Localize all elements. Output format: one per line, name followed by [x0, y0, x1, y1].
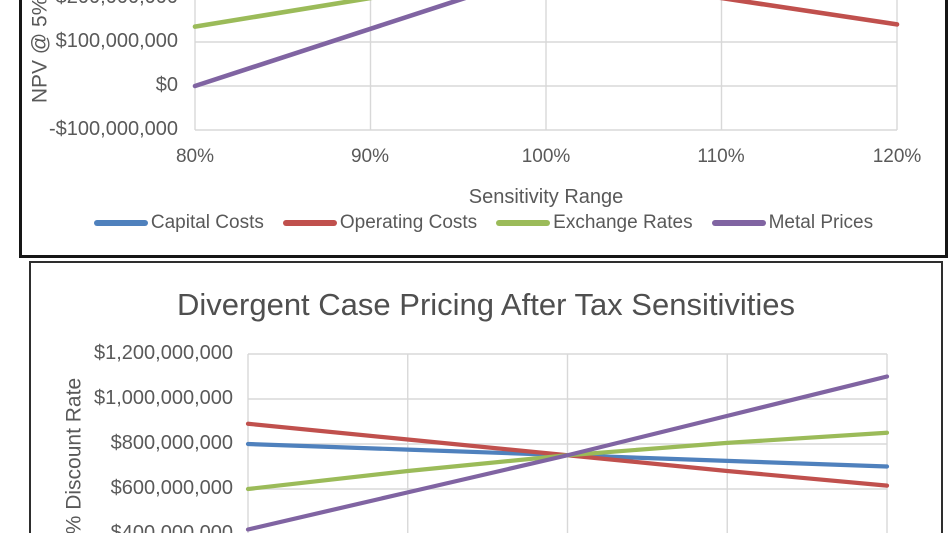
bottom-chart-plot-area — [245, 353, 890, 533]
legend-label: Capital Costs — [150, 212, 264, 233]
bottom-chart-y-tick-label: $400,000,000 — [110, 522, 233, 533]
top-chart-legend: Capital Costs Operating Costs Exchange R… — [19, 211, 948, 234]
top-chart-x-axis-title: Sensitivity Range — [468, 186, 624, 208]
exchange-rates-line-swatch — [496, 219, 551, 226]
top-chart-y-tick-label: -$100,000,000 — [48, 118, 178, 140]
base-case-chart-panel — [19, 0, 948, 258]
top-chart-y-tick-label: $0 — [155, 74, 178, 96]
bottom-chart-y-tick-label: $1,000,000,000 — [93, 387, 233, 409]
legend-item-exchange-rates: Exchange Rates — [496, 211, 693, 234]
bottom-chart-y-tick-label: $1,200,000,000 — [93, 342, 233, 364]
operating-costs-line-swatch — [282, 219, 337, 226]
top-chart-x-tick-label: 120% — [872, 146, 922, 167]
top-chart-y-tick-label: $200,000,000 — [8, 0, 178, 9]
metal-prices-line-swatch — [711, 219, 766, 226]
top-chart-x-tick-label: 110% — [697, 146, 745, 167]
divergent-case-chart-panel — [29, 261, 943, 533]
bottom-chart-y-tick-label: $800,000,000 — [110, 432, 233, 454]
top-chart-x-tick-label: 80% — [175, 146, 215, 167]
series-line-metal-prices — [192, 0, 467, 89]
legend-item-metal-prices: Metal Prices — [711, 211, 874, 234]
series-line-metal-prices — [245, 374, 890, 532]
legend-item-operating-costs: Operating Costs — [282, 211, 478, 234]
bottom-chart-y-tick-label: $600,000,000 — [110, 477, 233, 499]
top-chart-y-tick-label: $100,000,000 — [55, 30, 178, 52]
series-line-operating-costs — [719, 0, 900, 27]
series-line-exchange-rates — [192, 0, 373, 29]
capital-costs-line-swatch — [93, 219, 148, 226]
top-chart-plot-area — [192, 0, 900, 131]
top-chart-x-tick-label: 100% — [521, 146, 571, 167]
bottom-chart-title: Divergent Case Pricing After Tax Sensiti… — [177, 287, 795, 322]
legend-label: Metal Prices — [768, 212, 874, 233]
top-chart-x-tick-label: 90% — [350, 146, 390, 167]
legend-label: Operating Costs — [339, 212, 478, 233]
legend-label: Exchange Rates — [553, 212, 693, 233]
legend-item-capital-costs: Capital Costs — [93, 211, 264, 234]
